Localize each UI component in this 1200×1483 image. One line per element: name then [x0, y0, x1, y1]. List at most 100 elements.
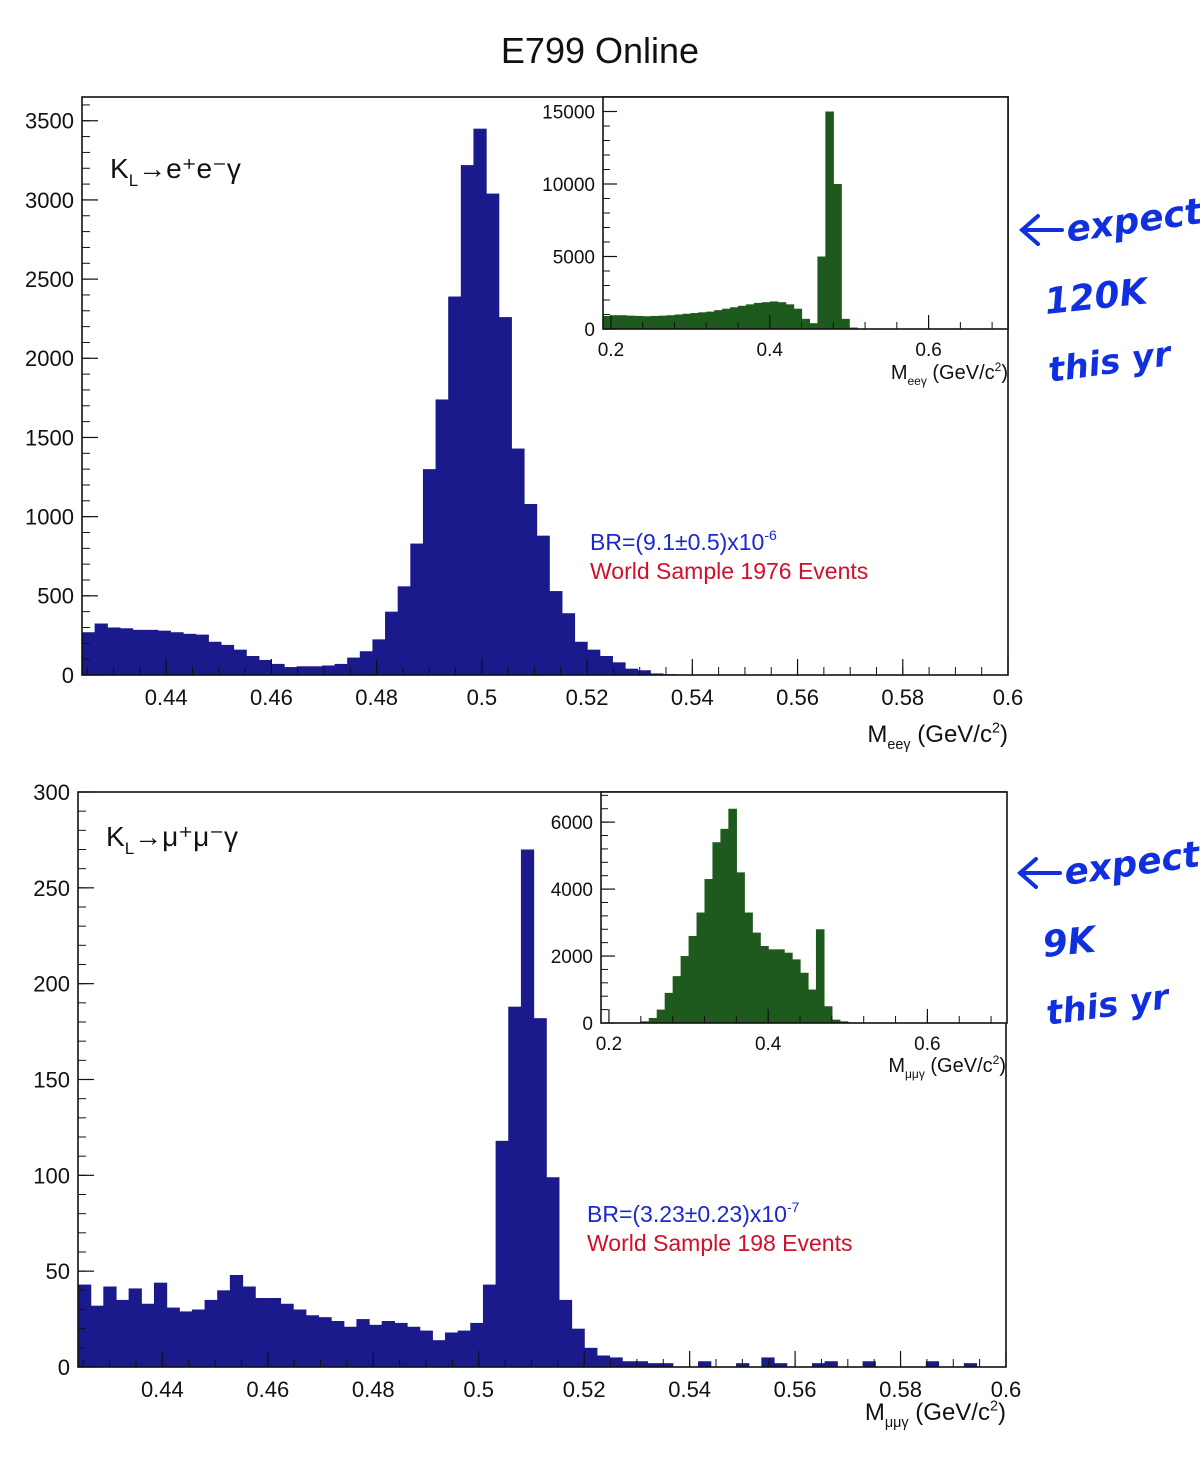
panel2-inset-xtick-label: 0.2: [596, 1034, 622, 1055]
panel1-main-bar: [448, 296, 462, 675]
panel1-main-bar: [473, 128, 487, 676]
panel2-main-bar: [242, 1286, 256, 1367]
panel1-main-bar: [82, 632, 96, 675]
panel1-main-bar: [561, 613, 576, 675]
panel1-inset-bar: [753, 302, 763, 329]
panel2-inset-bar: [760, 946, 769, 1023]
panel1-main-xtick-label: 0.54: [671, 685, 714, 710]
panel2-main-bar: [419, 1330, 433, 1367]
panel2-main-bar: [774, 1363, 788, 1367]
panel2-main-ytick-label: 250: [33, 876, 70, 901]
panel1-main-xtick-label: 0.46: [250, 685, 293, 710]
panel1-main-xtick-label: 0.44: [145, 685, 188, 710]
panel2-main-bar: [596, 1355, 611, 1367]
panel2-main-bar: [508, 1006, 522, 1367]
panel1-main-ytick-label: 2500: [25, 267, 74, 292]
panel2-main-bar: [660, 1363, 674, 1367]
panel1-main-xtick-label: 0.6: [993, 685, 1024, 710]
panel1-process-label: KL→e⁺e⁻γ: [110, 153, 241, 190]
panel2-main-bar: [407, 1326, 421, 1367]
panel2-main-bar: [153, 1282, 168, 1367]
panel1-inset-xtick-label: 0.4: [757, 340, 784, 361]
panel2-main-xtick-label: 0.54: [668, 1377, 711, 1402]
panel1-main-bar: [486, 193, 500, 675]
panel2-inset-ytick-label: 2000: [551, 947, 593, 968]
panel1-main-bar: [523, 503, 538, 675]
panel1-main-bar: [334, 663, 348, 675]
panel2-main-xtick-label: 0.6: [991, 1377, 1022, 1402]
panel1-inset-axis-label: Meeγ (GeV/c2): [891, 360, 1008, 388]
panel1-inset-bar: [769, 301, 779, 329]
panel2-inset-bar: [704, 879, 714, 1023]
panel2-main-bar: [90, 1305, 104, 1367]
panel1-inset-background: [603, 97, 1008, 329]
panel2-main-bar: [761, 1357, 775, 1367]
panel1-main-bar: [549, 591, 563, 675]
panel2-inset-bar: [656, 1009, 666, 1023]
panel2-inset-bar: [736, 872, 745, 1023]
panel2-process-label: KL→μ⁺μ⁻γ: [106, 821, 238, 858]
panel2-main-bar: [634, 1361, 649, 1367]
panel1-main-bar: [145, 629, 159, 675]
panel2-main-bar: [546, 1177, 560, 1367]
panel1-branching-ratio: BR=(9.1±0.5)x10-6: [590, 527, 777, 555]
panel2-inset-bar: [839, 1021, 849, 1023]
panel2-main-bar: [811, 1363, 826, 1367]
panel1-main-ytick-label: 3500: [25, 109, 74, 134]
panel1-inset-xtick-label: 0.2: [598, 340, 624, 361]
panel2-main-xtick-label: 0.48: [352, 1377, 395, 1402]
panel2-main-bar: [356, 1319, 370, 1367]
panel2-main-bar: [925, 1361, 940, 1367]
panel2-main-bar: [191, 1309, 206, 1367]
panel2-inset-bar: [776, 949, 785, 1023]
panel2-main-bar: [533, 1018, 547, 1367]
panel1-inset-bar: [722, 308, 731, 329]
panel2-inset-bar: [728, 808, 737, 1023]
panel2-main-bar: [128, 1288, 142, 1367]
panel2-main-bar: [255, 1298, 269, 1367]
panel1-main-bar: [397, 586, 411, 675]
panel2-inset-bar: [768, 949, 777, 1023]
panel2-main-bar: [558, 1299, 573, 1367]
panel2-main-bar: [115, 1299, 130, 1367]
panel1-inset-bar: [801, 318, 811, 329]
panel1-main-bar: [347, 657, 361, 675]
panel2-inset-bar: [672, 976, 682, 1023]
panel1-main-bar: [296, 666, 310, 675]
panel2-main-bar: [141, 1303, 155, 1367]
panel1-main-bar: [536, 535, 550, 675]
panel1-main-bar: [246, 656, 260, 675]
note-line: this yr: [1044, 977, 1174, 1034]
note-line: expects: [1062, 831, 1200, 894]
panel1-inset-plot-area: 0.2 0.4 0.6 0 5000 10000 15000: [542, 96, 1009, 361]
panel2-inset-bar: [792, 959, 801, 1023]
panel2-inset-bar: [815, 929, 825, 1023]
panel2-main-bar: [394, 1322, 408, 1367]
left-arrow-icon: [1016, 857, 1062, 889]
panel1-inset-bar: [833, 184, 842, 329]
panel1-inset-bar: [761, 302, 771, 329]
panel1-inset-xtick-label: 0.6: [915, 340, 941, 361]
panel1-main-bar: [220, 644, 235, 675]
panel2-main-bar: [432, 1340, 446, 1367]
panel2-main-ytick-label: 200: [33, 972, 70, 997]
panel1-inset-bar: [730, 307, 739, 329]
panel2-main-bar: [495, 1140, 509, 1367]
panel2-main-ytick-label: 0: [58, 1355, 70, 1380]
panel2-main-bar: [331, 1321, 345, 1367]
panel2-inset-bar: [640, 1021, 650, 1023]
panel2-main-bar: [444, 1332, 459, 1367]
panel2-main-bar: [103, 1286, 117, 1367]
panel2-inset-bar: [696, 912, 706, 1023]
panel1-main-bar: [271, 663, 285, 675]
panel2-inset-bar: [831, 1019, 841, 1023]
panel2-main-axis-label: Mμμγ (GeV/c2): [865, 1398, 1006, 1431]
panel2-inset-bar: [712, 842, 722, 1023]
panel1-inset-bar: [714, 310, 723, 329]
panel1-inset-bar: [618, 315, 628, 329]
panel2-inset-bar: [680, 956, 690, 1023]
panel1-main-bar: [511, 448, 525, 675]
panel1-main-bar: [385, 611, 399, 675]
panel2-inset-bar: [784, 952, 793, 1023]
panel1-main-xtick-label: 0.48: [355, 685, 398, 710]
